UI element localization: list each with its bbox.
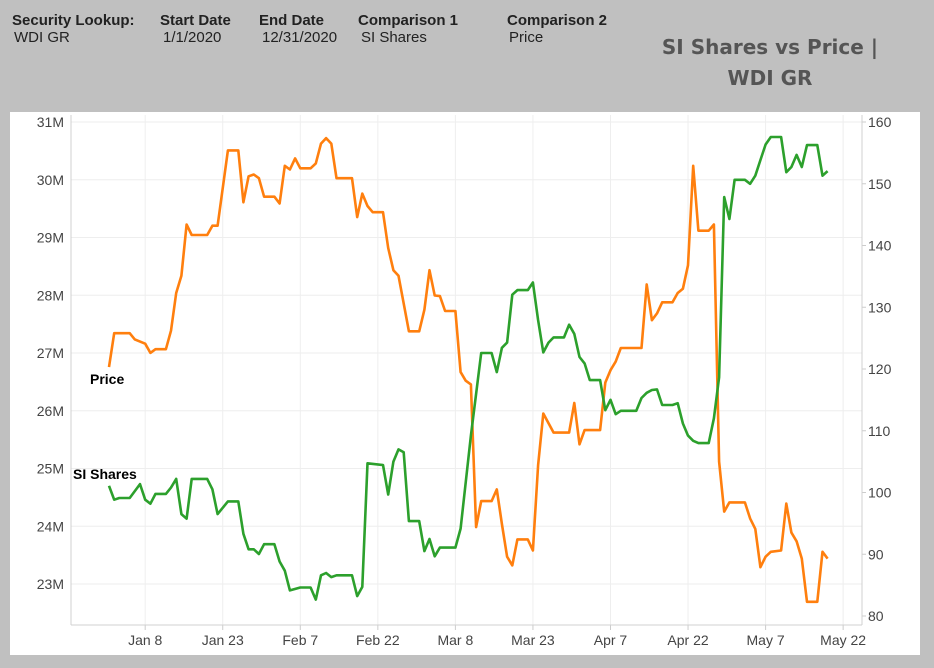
comparison-2-filter[interactable]: Comparison 2 Price xyxy=(507,12,607,46)
y-right-tick-label: 100 xyxy=(868,485,892,501)
y-left-tick-label: 26M xyxy=(37,403,64,419)
x-tick-label: Feb 22 xyxy=(356,632,400,648)
y-right-tick-label: 120 xyxy=(868,361,892,377)
start-date-label: Start Date xyxy=(160,12,231,29)
gridlines xyxy=(71,115,862,625)
series-lines xyxy=(107,135,829,604)
y-right-tick-label: 160 xyxy=(868,114,892,130)
x-tick-label: Apr 7 xyxy=(594,632,628,648)
series-line-price xyxy=(107,136,829,604)
x-tick-label: Mar 8 xyxy=(437,632,473,648)
y-left-tick-label: 30M xyxy=(37,172,64,188)
end-date-label: End Date xyxy=(259,12,325,29)
y-right-tick-label: 80 xyxy=(868,608,884,624)
series-label-si-shares: SI Shares xyxy=(73,466,137,482)
y-left-tick-label: 29M xyxy=(37,230,64,246)
x-tick-label: Jan 8 xyxy=(128,632,162,648)
y-right-tick-label: 140 xyxy=(868,238,892,254)
x-tick-label: Feb 7 xyxy=(282,632,318,648)
x-tick-label: Apr 22 xyxy=(667,632,708,648)
y-left-tick-label: 24M xyxy=(37,518,64,534)
axes: 31M 30M 29M 28M 27M 26M 25M 24M 23M 160 150 140 130 1… xyxy=(37,114,892,648)
y-right-tick-label: 150 xyxy=(868,176,892,192)
y-right-tick-label: 90 xyxy=(868,546,884,562)
chart-title-line1: SI Shares vs Price | xyxy=(661,35,879,59)
comparison-1-filter[interactable]: Comparison 1 SI Shares xyxy=(358,12,458,46)
security-lookup-label: Security Lookup: xyxy=(12,12,135,29)
security-lookup-filter[interactable]: Security Lookup: WDI GR xyxy=(12,12,135,46)
comparison-2-label: Comparison 2 xyxy=(507,12,608,29)
chart-panel xyxy=(10,112,920,655)
y-left-tick-label: 23M xyxy=(37,576,64,592)
chart-title-line2: WDI GR xyxy=(727,66,813,90)
series-label-price: Price xyxy=(90,371,124,387)
x-tick-label: May 7 xyxy=(747,632,785,648)
y-right-tick-label: 110 xyxy=(868,423,891,439)
y-left-tick-label: 31M xyxy=(37,114,64,130)
series-line-si-shares xyxy=(107,135,829,601)
end-date-value: 12/31/2020 xyxy=(262,29,338,46)
y-left-tick-label: 27M xyxy=(37,345,64,361)
comparison-1-label: Comparison 1 xyxy=(358,12,459,29)
y-left-tick-label: 25M xyxy=(37,461,64,477)
y-left-tick-label: 28M xyxy=(37,287,64,303)
comparison-1-value: SI Shares xyxy=(361,29,427,46)
comparison-2-value: Price xyxy=(509,29,544,46)
security-lookup-value: WDI GR xyxy=(14,29,70,46)
end-date-filter[interactable]: End Date 12/31/2020 xyxy=(259,12,337,46)
chart-title: SI Shares vs Price | WDI GR xyxy=(640,32,900,94)
y-right-tick-label: 130 xyxy=(868,299,892,315)
start-date-value: 1/1/2020 xyxy=(163,29,222,46)
x-tick-label: Jan 23 xyxy=(202,632,244,648)
start-date-filter[interactable]: Start Date 1/1/2020 xyxy=(160,12,231,46)
x-tick-label: May 22 xyxy=(820,632,866,648)
x-tick-label: Mar 23 xyxy=(511,632,555,648)
